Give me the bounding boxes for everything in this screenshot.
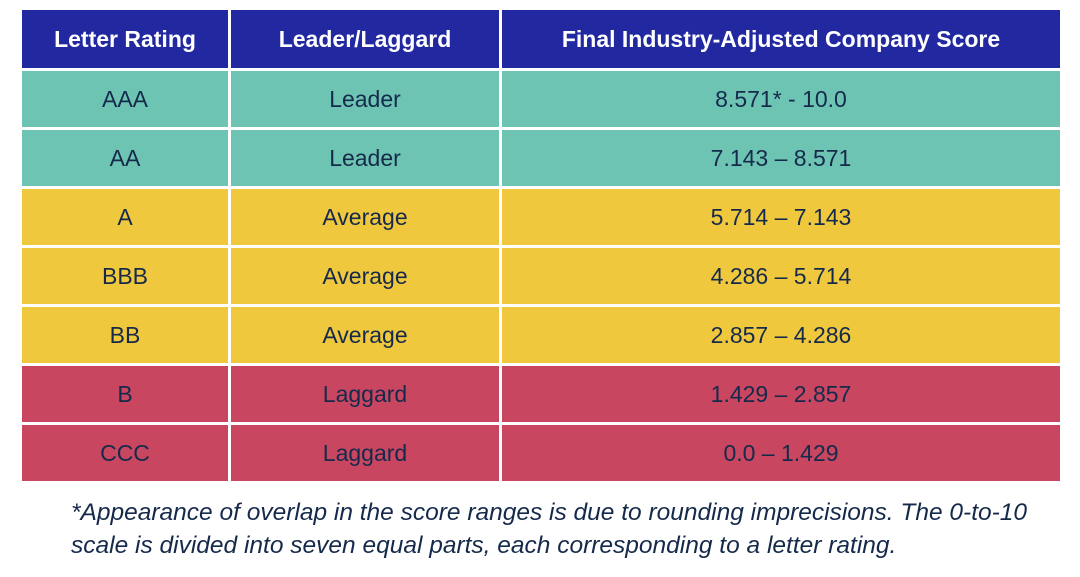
cell-category-aaa: Leader [231,71,499,127]
cell-score-aaa: 8.571* - 10.0 [502,71,1060,127]
cell-score-bbb: 4.286 – 5.714 [502,248,1060,304]
cell-rating-aaa: AAA [22,71,228,127]
footnote: *Appearance of overlap in the score rang… [71,499,1028,559]
cell-rating-aa: AA [22,130,228,186]
cell-category-ccc: Laggard [231,425,499,481]
cell-rating-b: B [22,366,228,422]
cell-category-bb: Average [231,307,499,363]
cell-score-b: 1.429 – 2.857 [502,366,1060,422]
cell-rating-ccc: CCC [22,425,228,481]
cell-rating-bbb: BBB [22,248,228,304]
cell-rating-a: A [22,189,228,245]
cell-score-aa: 7.143 – 8.571 [502,130,1060,186]
cell-category-bbb: Average [231,248,499,304]
cell-score-bb: 2.857 – 4.286 [502,307,1060,363]
column-header-leader-laggard: Leader/Laggard [231,10,499,68]
column-header-company-score: Final Industry-Adjusted Company Score [502,10,1060,68]
cell-category-aa: Leader [231,130,499,186]
cell-rating-bb: BB [22,307,228,363]
cell-category-a: Average [231,189,499,245]
esg-rating-table: Letter Rating Leader/Laggard Final Indus… [22,10,1060,481]
cell-score-ccc: 0.0 – 1.429 [502,425,1060,481]
column-header-letter-rating: Letter Rating [22,10,228,68]
cell-category-b: Laggard [231,366,499,422]
cell-score-a: 5.714 – 7.143 [502,189,1060,245]
